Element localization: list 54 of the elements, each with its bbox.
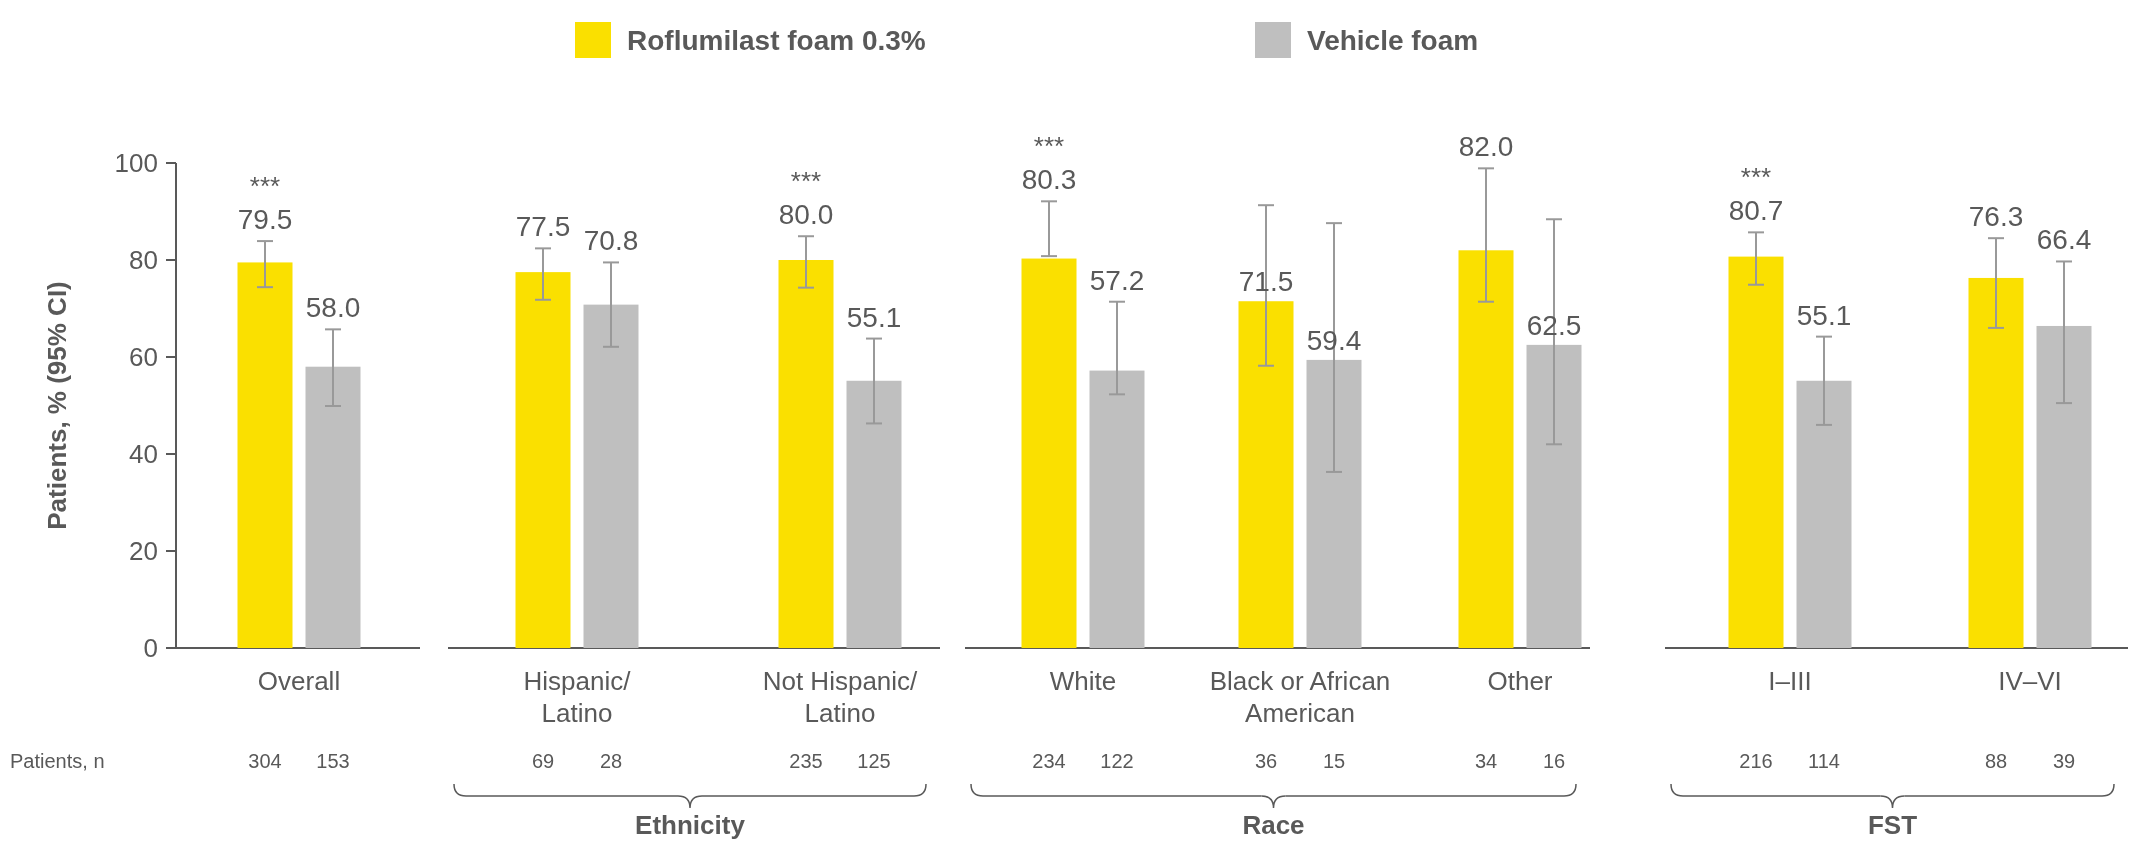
data-label: 76.3 — [1968, 201, 2024, 233]
y-axis-title: Patients, % (95% CI) — [42, 281, 72, 530]
x-tick-label: Other — [1487, 666, 1553, 696]
text: Race — [1242, 810, 1305, 840]
text: 34 — [1474, 750, 1498, 772]
text: 235 — [789, 750, 823, 772]
text: 16 — [1542, 750, 1566, 772]
legend-label: Vehicle foam — [1307, 25, 1479, 56]
y-tick-label: 60 — [129, 342, 158, 372]
text: 39 — [2052, 750, 2076, 772]
data-label: 57.2 — [1089, 264, 1145, 296]
annotation: *** — [1740, 162, 1772, 193]
text: 15 — [1322, 750, 1346, 772]
text: 28 — [599, 750, 623, 772]
text: FST — [1867, 810, 1918, 840]
text: 69 — [531, 750, 555, 772]
data-label: 79.5 — [237, 204, 293, 236]
x-tick-label: Not Hispanic/ Latino — [762, 666, 919, 728]
text: Ethnicity — [635, 810, 746, 840]
y-tick-label: 80 — [129, 245, 158, 275]
text: *** — [1033, 131, 1065, 162]
text: 125 — [857, 750, 891, 772]
text: 304 — [248, 750, 282, 772]
x-tick-label: Black or African American — [1209, 666, 1391, 728]
x-tick-label: White — [1049, 666, 1117, 696]
data-label: 82.0 — [1458, 131, 1514, 163]
data-label: 66.4 — [2036, 224, 2092, 256]
data-label: 80.7 — [1728, 195, 1784, 227]
y-tick-label: 20 — [129, 536, 158, 566]
legend-label: Roflumilast foam 0.3% — [627, 25, 926, 56]
text: 88 — [1984, 750, 2008, 772]
data-label: 55.1 — [1796, 299, 1852, 331]
data-label: 80.3 — [1021, 164, 1077, 196]
x-tick-label: Overall — [257, 666, 341, 696]
text: 234 — [1032, 750, 1066, 772]
y-tick-label: 40 — [129, 439, 158, 469]
annotation: *** — [249, 171, 281, 202]
text: 36 — [1254, 750, 1278, 772]
text: Patients, n — [10, 750, 105, 772]
x-tick-label: IV–VI — [1998, 666, 2062, 696]
text: 153 — [316, 750, 350, 772]
data-label: 58.0 — [305, 292, 361, 324]
y-tick-label: 100 — [114, 148, 158, 178]
data-label: 77.5 — [515, 211, 571, 243]
y-tick-label: 0 — [143, 633, 158, 663]
text: 114 — [1808, 750, 1840, 772]
x-tick-label: I–III — [1768, 666, 1812, 696]
data-label: 55.1 — [846, 301, 902, 333]
annotation: *** — [790, 166, 822, 197]
data-label: 80.0 — [778, 199, 834, 231]
text: 122 — [1100, 750, 1134, 772]
data-label: 70.8 — [583, 225, 639, 257]
text: 216 — [1739, 750, 1773, 772]
x-tick-label: Hispanic/ Latino — [523, 666, 632, 728]
